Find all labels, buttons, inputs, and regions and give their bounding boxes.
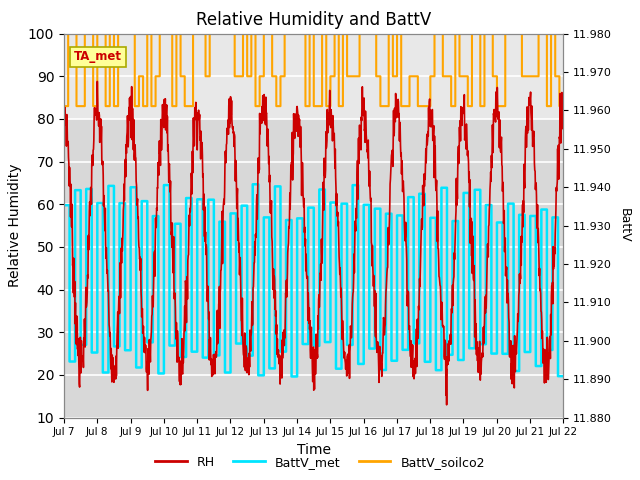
Y-axis label: BattV: BattV xyxy=(618,208,631,243)
X-axis label: Time: Time xyxy=(296,443,331,457)
Text: TA_met: TA_met xyxy=(74,50,122,63)
Title: Relative Humidity and BattV: Relative Humidity and BattV xyxy=(196,11,431,29)
Legend: RH, BattV_met, BattV_soilco2: RH, BattV_met, BattV_soilco2 xyxy=(150,451,490,474)
Y-axis label: Relative Humidity: Relative Humidity xyxy=(8,164,22,288)
Bar xyxy=(64,34,563,119)
